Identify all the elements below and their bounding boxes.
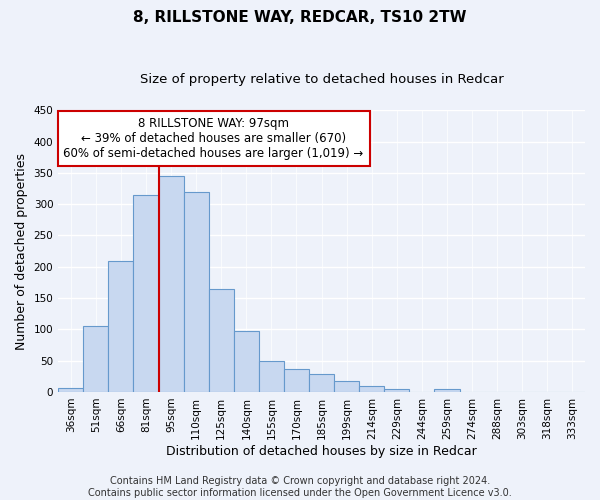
Bar bbox=[334, 380, 359, 392]
Y-axis label: Number of detached properties: Number of detached properties bbox=[15, 152, 28, 350]
Bar bbox=[385, 389, 409, 392]
X-axis label: Distribution of detached houses by size in Redcar: Distribution of detached houses by size … bbox=[166, 444, 477, 458]
Bar bbox=[109, 260, 133, 392]
Bar bbox=[434, 389, 460, 392]
Bar bbox=[184, 192, 209, 392]
Title: Size of property relative to detached houses in Redcar: Size of property relative to detached ho… bbox=[140, 72, 503, 86]
Text: 8, RILLSTONE WAY, REDCAR, TS10 2TW: 8, RILLSTONE WAY, REDCAR, TS10 2TW bbox=[133, 10, 467, 25]
Bar bbox=[158, 176, 184, 392]
Bar bbox=[58, 388, 83, 392]
Bar bbox=[209, 288, 234, 392]
Bar bbox=[284, 369, 309, 392]
Bar bbox=[309, 374, 334, 392]
Bar bbox=[133, 195, 158, 392]
Bar bbox=[83, 326, 109, 392]
Text: 8 RILLSTONE WAY: 97sqm
← 39% of detached houses are smaller (670)
60% of semi-de: 8 RILLSTONE WAY: 97sqm ← 39% of detached… bbox=[64, 118, 364, 160]
Text: Contains HM Land Registry data © Crown copyright and database right 2024.
Contai: Contains HM Land Registry data © Crown c… bbox=[88, 476, 512, 498]
Bar bbox=[359, 386, 385, 392]
Bar bbox=[259, 360, 284, 392]
Bar bbox=[234, 331, 259, 392]
